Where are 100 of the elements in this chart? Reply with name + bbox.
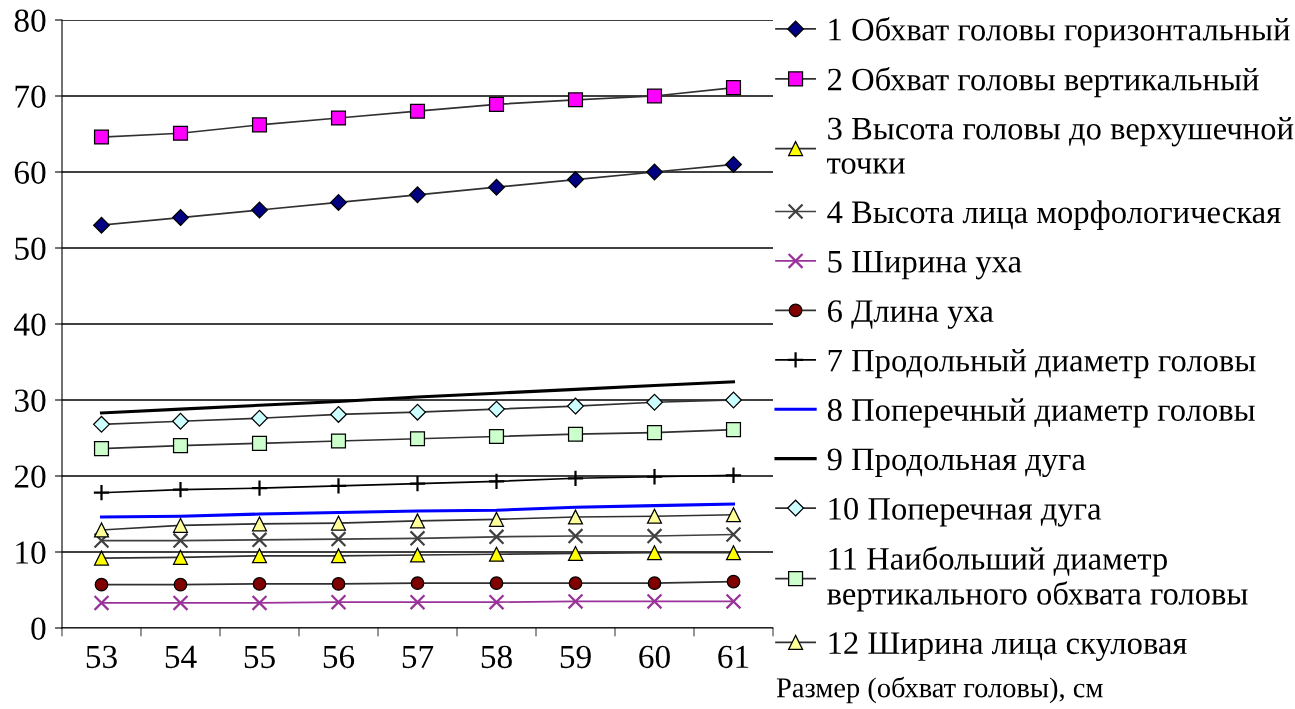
x-tick-label: 61 bbox=[718, 645, 749, 669]
point bbox=[409, 431, 426, 447]
x-tick-label: 54 bbox=[165, 645, 197, 669]
point bbox=[646, 508, 663, 524]
point bbox=[409, 530, 426, 547]
point bbox=[330, 594, 347, 611]
point bbox=[725, 545, 742, 561]
point bbox=[410, 576, 425, 591]
point bbox=[251, 409, 268, 427]
point bbox=[172, 549, 189, 565]
point bbox=[409, 103, 426, 119]
x-tick-label: 55 bbox=[244, 645, 275, 669]
point bbox=[251, 531, 268, 548]
y-tick-label: 30 bbox=[14, 389, 46, 412]
point bbox=[94, 577, 109, 592]
point bbox=[93, 216, 110, 234]
point bbox=[726, 574, 741, 589]
x-tick-label: 53 bbox=[86, 645, 117, 669]
x-tick-label: 56 bbox=[323, 645, 355, 669]
point bbox=[93, 522, 110, 538]
point bbox=[725, 80, 742, 96]
point bbox=[489, 576, 504, 591]
point bbox=[250, 479, 269, 497]
point bbox=[409, 547, 426, 563]
point bbox=[172, 517, 189, 533]
point bbox=[647, 576, 662, 591]
point bbox=[409, 403, 426, 421]
legend-label: 9 Продольная дуга bbox=[827, 448, 1086, 478]
point bbox=[646, 545, 663, 561]
point bbox=[646, 425, 663, 441]
point bbox=[93, 415, 110, 433]
point bbox=[330, 433, 347, 449]
point bbox=[487, 472, 506, 491]
legend-label: 6 Длина уха bbox=[827, 300, 994, 329]
point bbox=[330, 193, 347, 211]
point bbox=[172, 125, 189, 141]
x-tick-label: 59 bbox=[560, 645, 591, 669]
y-tick-label: 60 bbox=[14, 161, 46, 184]
point bbox=[172, 594, 189, 611]
x-tick-label: 57 bbox=[402, 645, 434, 669]
point bbox=[331, 577, 346, 591]
point bbox=[93, 550, 110, 566]
point bbox=[251, 201, 268, 219]
point bbox=[92, 483, 111, 502]
y-tick-label: 80 bbox=[14, 9, 46, 32]
point bbox=[409, 513, 426, 529]
point bbox=[488, 546, 505, 562]
y-tick-label: 40 bbox=[14, 313, 46, 336]
point bbox=[646, 527, 663, 545]
legend-label: 11 Наибольший диаметр вертикального обхвата головы bbox=[827, 546, 1248, 612]
point bbox=[646, 163, 663, 181]
legend-label: 3 Высота головы до верхушечной точки bbox=[827, 117, 1294, 174]
point bbox=[567, 171, 584, 189]
point bbox=[171, 480, 190, 499]
point bbox=[488, 428, 505, 445]
point bbox=[725, 155, 742, 173]
point bbox=[252, 577, 267, 591]
point bbox=[567, 92, 584, 108]
point bbox=[172, 532, 189, 549]
legend-label: 2 Обхват головы вертикальный bbox=[828, 66, 1259, 98]
point bbox=[567, 426, 584, 442]
point bbox=[330, 110, 347, 126]
y-tick-label: 0 bbox=[31, 617, 46, 640]
point bbox=[93, 594, 110, 611]
point bbox=[330, 548, 347, 564]
point bbox=[172, 209, 189, 227]
point bbox=[93, 532, 110, 549]
point bbox=[330, 405, 347, 423]
point bbox=[725, 593, 742, 610]
point bbox=[409, 186, 426, 204]
point bbox=[488, 400, 505, 418]
point bbox=[251, 548, 268, 564]
legend-label: 5 Ширина уха bbox=[828, 250, 1022, 280]
point bbox=[567, 593, 584, 610]
legend-label: 10 Поперечная дуга bbox=[829, 497, 1102, 527]
point bbox=[725, 391, 742, 409]
x-tick-label: 60 bbox=[639, 645, 670, 669]
point bbox=[488, 528, 505, 545]
point bbox=[566, 469, 585, 488]
legend-label: 4 Высота лица морфологическая bbox=[827, 200, 1281, 230]
point bbox=[725, 526, 742, 543]
point bbox=[567, 545, 584, 562]
point bbox=[93, 441, 110, 457]
point bbox=[568, 576, 583, 591]
legend-label: 1 Обхват головы горизонтальный bbox=[829, 17, 1290, 48]
point bbox=[251, 117, 268, 133]
point bbox=[488, 178, 505, 196]
point bbox=[646, 593, 663, 610]
point bbox=[251, 435, 268, 451]
point bbox=[567, 527, 584, 545]
y-tick-label: 10 bbox=[16, 541, 46, 564]
point bbox=[725, 422, 742, 438]
y-tick-label: 20 bbox=[14, 465, 46, 488]
legend-label: 7 Продольный диаметр головы bbox=[828, 348, 1256, 379]
point bbox=[645, 468, 664, 486]
point bbox=[646, 88, 663, 104]
point bbox=[173, 577, 188, 592]
point bbox=[330, 515, 347, 531]
legend-label: 8 Поперечный диаметр головы bbox=[827, 398, 1255, 428]
y-tick-label: 50 bbox=[15, 237, 46, 260]
